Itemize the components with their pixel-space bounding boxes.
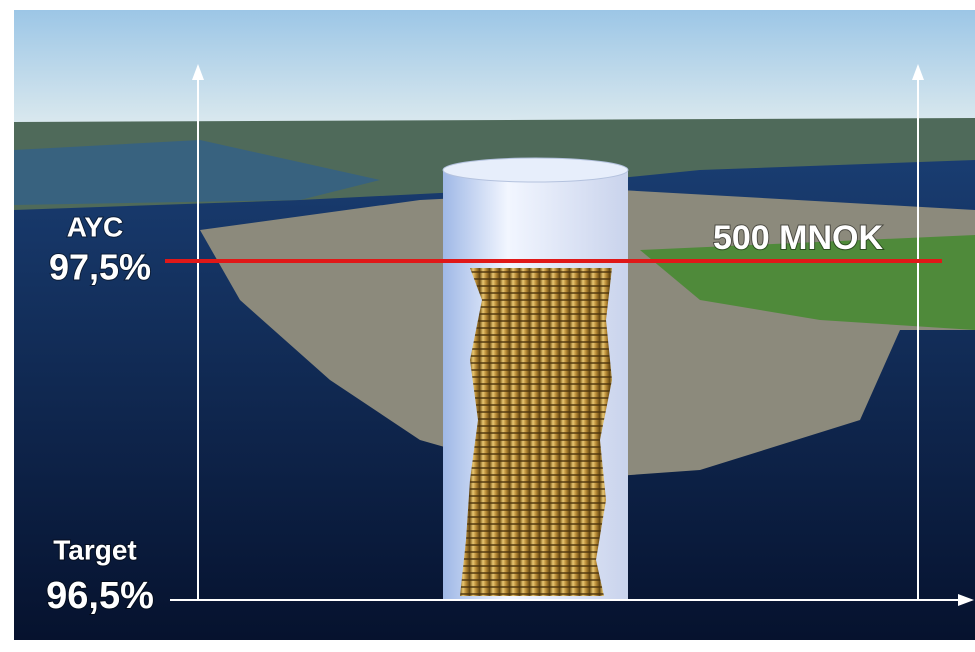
fields xyxy=(640,235,975,330)
actual-title: AYC xyxy=(67,211,124,242)
coin-stack xyxy=(460,268,612,596)
target-value: 96,5% xyxy=(46,575,154,617)
left-arrow xyxy=(192,64,204,80)
right-arrow xyxy=(912,64,924,80)
sky xyxy=(14,10,975,122)
actual-value: 97,5% xyxy=(49,247,151,288)
cylinder-top xyxy=(442,157,629,183)
amount-label: 500 MNOK xyxy=(713,219,883,257)
target-title: Target xyxy=(53,534,137,565)
bottom-arrow xyxy=(958,594,974,606)
